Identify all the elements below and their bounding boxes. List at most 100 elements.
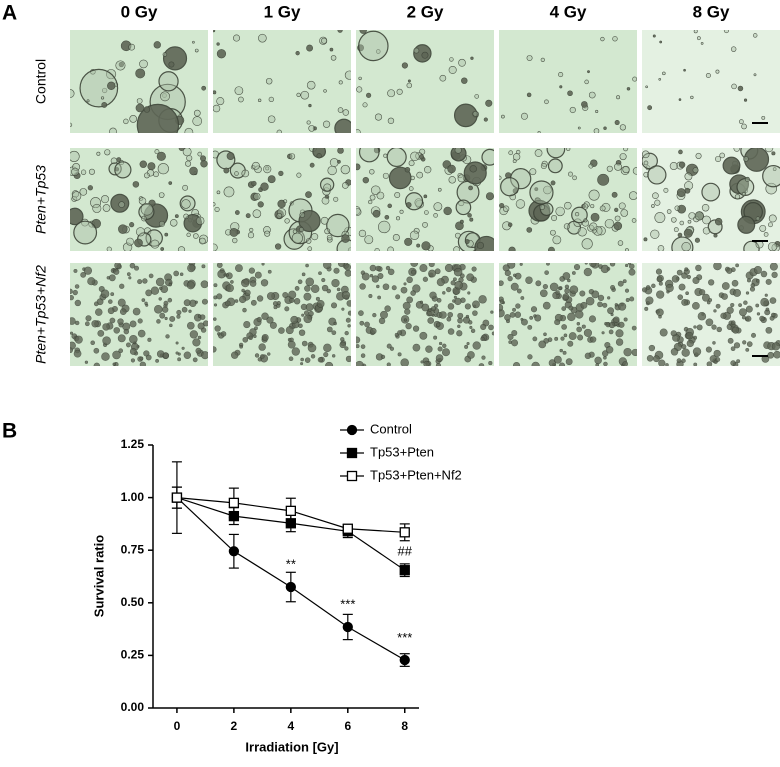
organoid (369, 169, 375, 175)
organoid (288, 153, 296, 160)
organoid (181, 199, 191, 209)
organoid (542, 283, 548, 290)
organoid (771, 342, 780, 351)
organoid (311, 233, 319, 241)
organoid (234, 171, 239, 176)
organoid (601, 331, 605, 335)
organoid (241, 278, 250, 288)
organoid (563, 223, 570, 230)
organoid (665, 283, 674, 293)
organoid (162, 52, 168, 57)
organoid (223, 186, 235, 198)
organoid (200, 160, 208, 168)
organoid (513, 273, 517, 278)
organoid (730, 320, 736, 326)
organoid (568, 305, 574, 311)
organoid (658, 77, 662, 81)
organoid (454, 148, 462, 154)
organoid (526, 92, 532, 98)
organoid (512, 307, 516, 312)
organoid (183, 213, 189, 220)
organoid (358, 148, 380, 163)
organoid (525, 276, 533, 284)
organoid (769, 263, 778, 271)
organoid (93, 347, 100, 354)
organoid (336, 287, 341, 292)
organoid (713, 263, 722, 271)
organoid (278, 327, 285, 334)
organoid (669, 162, 678, 171)
organoid (736, 359, 741, 364)
organoid (394, 192, 401, 199)
organoid (356, 163, 361, 171)
y-tick-label: 1.00 (121, 490, 145, 504)
organoid (499, 299, 505, 305)
organoid (767, 241, 778, 251)
organoids (645, 30, 766, 130)
organoid (340, 164, 350, 175)
organoid (592, 226, 603, 236)
organoid (375, 265, 381, 272)
organoid (232, 237, 238, 244)
organoids (213, 30, 351, 133)
organoid (759, 315, 765, 322)
organoid (358, 76, 362, 81)
organoid (163, 300, 169, 306)
organoid (108, 274, 116, 282)
organoid (303, 292, 312, 301)
organoid (95, 308, 103, 316)
organoid (614, 215, 621, 222)
organoid (624, 288, 630, 293)
organoid (359, 320, 365, 326)
organoid (284, 218, 290, 224)
organoid (708, 279, 715, 286)
y-tick-label: 0.50 (121, 595, 145, 609)
organoid (186, 232, 191, 237)
organoid (404, 166, 411, 173)
organoid (183, 351, 192, 359)
organoid (538, 340, 547, 349)
organoid (168, 282, 172, 287)
organoid (369, 194, 376, 201)
organoid (341, 307, 345, 311)
organoid (79, 188, 88, 196)
organoid (708, 298, 713, 302)
organoid (168, 61, 175, 68)
organoid (576, 321, 581, 326)
organoid (70, 150, 80, 162)
x-tick-label: 8 (401, 719, 408, 733)
organoid (695, 152, 702, 159)
organoid (693, 362, 698, 366)
organoid (457, 172, 463, 179)
organoid (760, 297, 769, 307)
organoid (410, 263, 419, 267)
organoid (74, 299, 82, 307)
organoid (179, 195, 196, 212)
organoid (409, 230, 420, 240)
organoid (504, 314, 511, 321)
legend-label: Control (370, 421, 412, 436)
organoid (591, 290, 600, 299)
organoid (303, 314, 313, 324)
organoid (762, 165, 780, 188)
organoid (200, 351, 208, 360)
organoid (595, 363, 600, 366)
organoid (678, 149, 683, 155)
organoid (276, 129, 283, 133)
organoid (768, 222, 773, 228)
organoid (730, 346, 736, 352)
organoid (301, 313, 305, 317)
data-point (342, 523, 353, 534)
organoid (612, 316, 620, 323)
organoid (730, 302, 735, 308)
organoid (561, 306, 567, 311)
organoid (159, 286, 163, 290)
organoid (186, 281, 195, 290)
micrograph (213, 263, 351, 366)
organoid (606, 165, 613, 172)
organoid (147, 337, 152, 342)
organoid (118, 348, 124, 354)
organoid (705, 73, 711, 78)
organoid (346, 300, 351, 307)
organoid (593, 128, 600, 133)
